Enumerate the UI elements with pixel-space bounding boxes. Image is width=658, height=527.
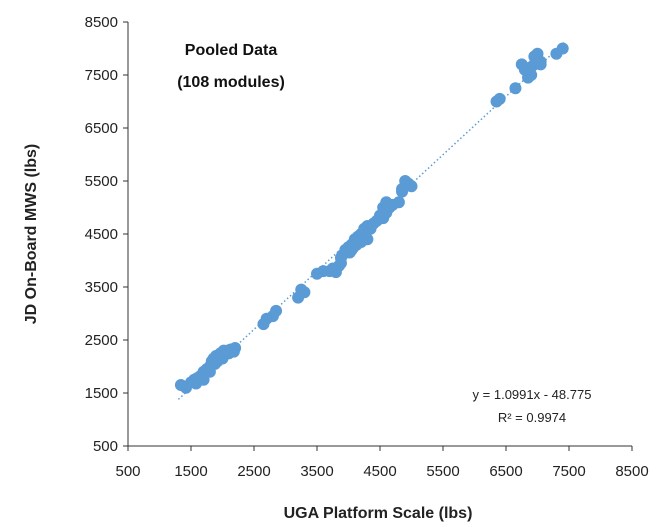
r-squared-label: R² = 0.9974 <box>498 410 566 425</box>
data-point <box>556 42 569 55</box>
x-tick-label: 1500 <box>174 463 207 480</box>
data-point <box>509 82 522 95</box>
y-tick-label: 4500 <box>85 226 118 243</box>
data-point <box>528 58 541 71</box>
y-tick-label: 2500 <box>85 332 118 349</box>
y-axis-title: JD On-Board MWS (lbs) <box>23 144 40 324</box>
x-tick-label: 4500 <box>363 463 396 480</box>
annotation-title-line2: (108 modules) <box>177 74 285 91</box>
data-point <box>345 243 358 256</box>
y-tick-label: 7500 <box>85 67 118 84</box>
x-axis-title: UGA Platform Scale (lbs) <box>284 505 473 522</box>
x-tick-label: 8500 <box>615 463 648 480</box>
data-point <box>190 377 203 390</box>
x-tick-label: 6500 <box>489 463 522 480</box>
y-tick-label: 6500 <box>85 120 118 137</box>
x-tick-label: 7500 <box>552 463 585 480</box>
data-point <box>399 175 412 187</box>
x-tick-label: 5500 <box>426 463 459 480</box>
data-point <box>222 347 235 360</box>
data-point <box>380 196 393 209</box>
y-tick-label: 500 <box>93 438 118 455</box>
x-tick-label: 500 <box>115 463 140 480</box>
data-point <box>392 196 405 209</box>
x-tick-label: 3500 <box>300 463 333 480</box>
tick-labels: 500 1500 2500 3500 4500 5500 6500 7500 8500 500 15… <box>85 14 649 480</box>
annotation-title-line1: Pooled Data <box>185 42 278 59</box>
y-tick-label: 5500 <box>85 173 118 190</box>
data-point <box>493 92 506 105</box>
y-tick-label: 8500 <box>85 14 118 31</box>
y-tick-label: 1500 <box>85 385 118 402</box>
x-tick-label: 2500 <box>237 463 270 480</box>
data-point <box>270 304 283 317</box>
data-point <box>351 233 364 246</box>
y-tick-label: 3500 <box>85 279 118 296</box>
data-points <box>174 42 569 394</box>
data-point <box>298 286 311 299</box>
regression-equation: y = 1.0991x - 48.775 <box>473 387 592 402</box>
data-point <box>358 222 371 235</box>
